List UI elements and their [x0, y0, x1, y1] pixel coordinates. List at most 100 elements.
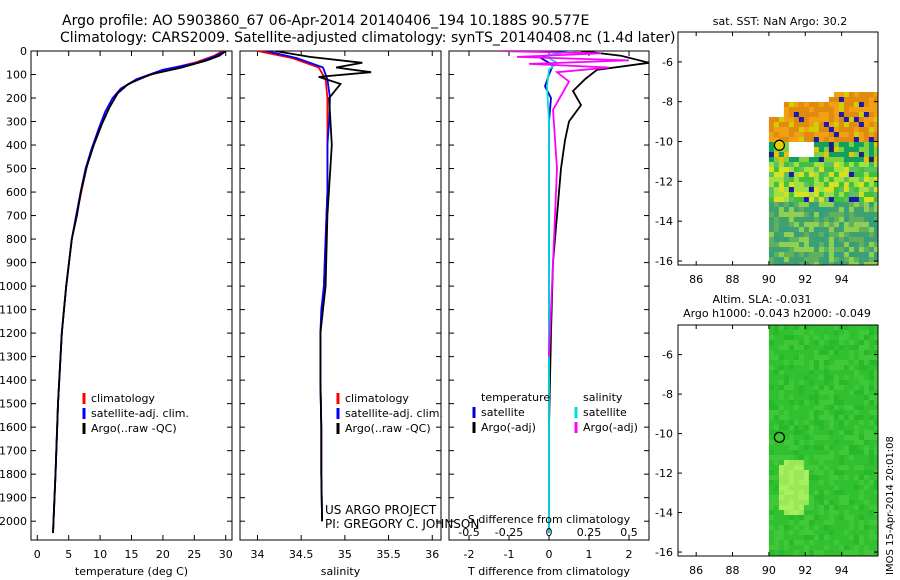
y-tick-label: 1300 [0, 351, 27, 364]
legend-entry: climatology [91, 392, 155, 405]
y-tick-label: -8 [662, 388, 673, 401]
legend-entry: Argo(-adj) [481, 421, 536, 434]
project-credit: US ARGO PROJECT [325, 503, 437, 517]
y-tick-label: 600 [6, 186, 27, 199]
y-tick-label: 0 [20, 45, 27, 58]
x-tick-label: 88 [726, 564, 740, 577]
x-tick-label-salinity: 0.25 [577, 526, 602, 539]
y-tick-label: 1800 [0, 468, 27, 481]
y-tick-label: 200 [6, 92, 27, 105]
temperature-panel: 0 5 10 15 20 25 30 temperature (deg C) 0 100 200 30… [0, 45, 233, 578]
x-tick-label: 10 [93, 548, 107, 561]
x-tick-label: 0 [34, 548, 41, 561]
x-tick-label: -1 [504, 548, 515, 561]
map-cells [768, 325, 878, 556]
series-line-argo_s [500, 51, 630, 357]
x-tick-label-salinity: -0.25 [495, 526, 523, 539]
figure-title-line1: Argo profile: AO 5903860_67 06-Apr-2014 … [62, 13, 590, 29]
float-position-marker [773, 431, 786, 443]
y-tick-label: 500 [6, 163, 27, 176]
y-tick-label: -12 [655, 467, 673, 480]
pi-credit: PI: GREGORY C. JOHNSON [325, 517, 479, 531]
y-tick-label: -16 [655, 546, 673, 559]
x-tick-label: -2 [464, 548, 475, 561]
timestamp-stamp: IMOS 15-Apr-2014 20:01:08 [885, 436, 896, 575]
y-tick-label: 1700 [0, 445, 27, 458]
x-tick-label: 25 [187, 548, 201, 561]
y-tick-label: 100 [6, 69, 27, 82]
legend-entry: Argo(..raw -QC) [345, 422, 431, 435]
map-frame [677, 324, 879, 557]
legend-entry: satellite-adj. clim. [91, 407, 189, 420]
float-position-marker [773, 139, 786, 151]
y-tick-label: 1900 [0, 492, 27, 505]
y-tick-label: -14 [655, 215, 673, 228]
x-tick-label: 34 [250, 548, 264, 561]
y-tick-label: -10 [655, 428, 673, 441]
x-tick-label-salinity: -0.5 [458, 526, 479, 539]
y-tick-label: -16 [655, 255, 673, 268]
legend-entry: satellite-adj. clim. [345, 407, 443, 420]
x-tick-label: 94 [835, 564, 849, 577]
plot-frame [30, 50, 233, 541]
x-tick-label: 92 [798, 273, 812, 286]
y-tick-label: 1400 [0, 374, 27, 387]
series-group [52, 51, 227, 533]
legend-title-temperature: temperature [481, 391, 550, 404]
y-tick-label: 1100 [0, 304, 27, 317]
y-tick-label: 1200 [0, 327, 27, 340]
map-title: sat. SST: NaN Argo: 30.2 [713, 15, 847, 28]
x-tick-label: 5 [65, 548, 72, 561]
x-tick-label: 90 [762, 564, 776, 577]
x-tick-label-salinity: 0.5 [620, 526, 638, 539]
series-group [500, 51, 649, 533]
map-cells [768, 92, 878, 265]
x-tick-label: 34.5 [289, 548, 314, 561]
x-axis-label-salinity: S difference from climatology [468, 513, 631, 526]
y-tick-label: 1000 [0, 280, 27, 293]
series-line-argo [274, 51, 372, 522]
y-tick-label: 300 [6, 116, 27, 129]
x-tick-label: 88 [726, 273, 740, 286]
legend-title-salinity: salinity [583, 391, 623, 404]
sst-map-panel: 86 88 90 92 94 -6 -8 -10 -12 -14 -16 sat. SST: NaN … [655, 15, 879, 286]
legend-entry: satellite [481, 406, 525, 419]
y-tick-label: -6 [662, 349, 673, 362]
legend-entry: Argo(..raw -QC) [91, 422, 177, 435]
x-axis-label: temperature (deg C) [75, 565, 188, 578]
x-tick-label: 0 [546, 548, 553, 561]
x-tick-label: 15 [125, 548, 139, 561]
x-tick-label: 90 [762, 273, 776, 286]
plot-frame [239, 50, 442, 541]
map-subtitle: Argo h1000: -0.043 h2000: -0.049 [683, 307, 871, 320]
x-tick-label: 2 [626, 548, 633, 561]
x-tick-label: 36 [425, 548, 439, 561]
x-axis-label: T difference from climatology [467, 565, 630, 578]
y-tick-label: 2000 [0, 515, 27, 528]
x-axis-label: salinity [321, 565, 361, 578]
y-tick-label: -10 [655, 136, 673, 149]
y-tick-label: 1600 [0, 421, 27, 434]
salinity-panel: 34 34.5 35 35.5 36 salinity climatology satelli… [239, 50, 443, 578]
sla-map-panel: 86 88 90 92 94 -6 -8 -10 -12 -14 -16 Altim. SLA: -0… [655, 293, 879, 577]
y-tick-label: -8 [662, 96, 673, 109]
y-tick-label: 400 [6, 139, 27, 152]
figure-title-line2: Climatology: CARS2009. Satellite-adjuste… [60, 30, 676, 46]
y-tick-label: 800 [6, 233, 27, 246]
y-tick-label: 700 [6, 210, 27, 223]
x-tick-label: 92 [798, 564, 812, 577]
difference-panel: -2 -1 0 1 2 T difference from climatology -0.5… [448, 50, 650, 578]
y-tick-label: 1500 [0, 398, 27, 411]
legend-entry: satellite [583, 406, 627, 419]
x-tick-label: 35.5 [376, 548, 401, 561]
series-group [257, 51, 372, 522]
x-tick-label: 35 [338, 548, 352, 561]
y-tick-label: -14 [655, 507, 673, 520]
x-tick-label: 86 [689, 564, 703, 577]
x-tick-label: 30 [219, 548, 233, 561]
y-tick-label: -6 [662, 56, 673, 69]
map-frame [677, 31, 879, 266]
legend-entry: Argo(-adj) [583, 421, 638, 434]
x-tick-label: 86 [689, 273, 703, 286]
